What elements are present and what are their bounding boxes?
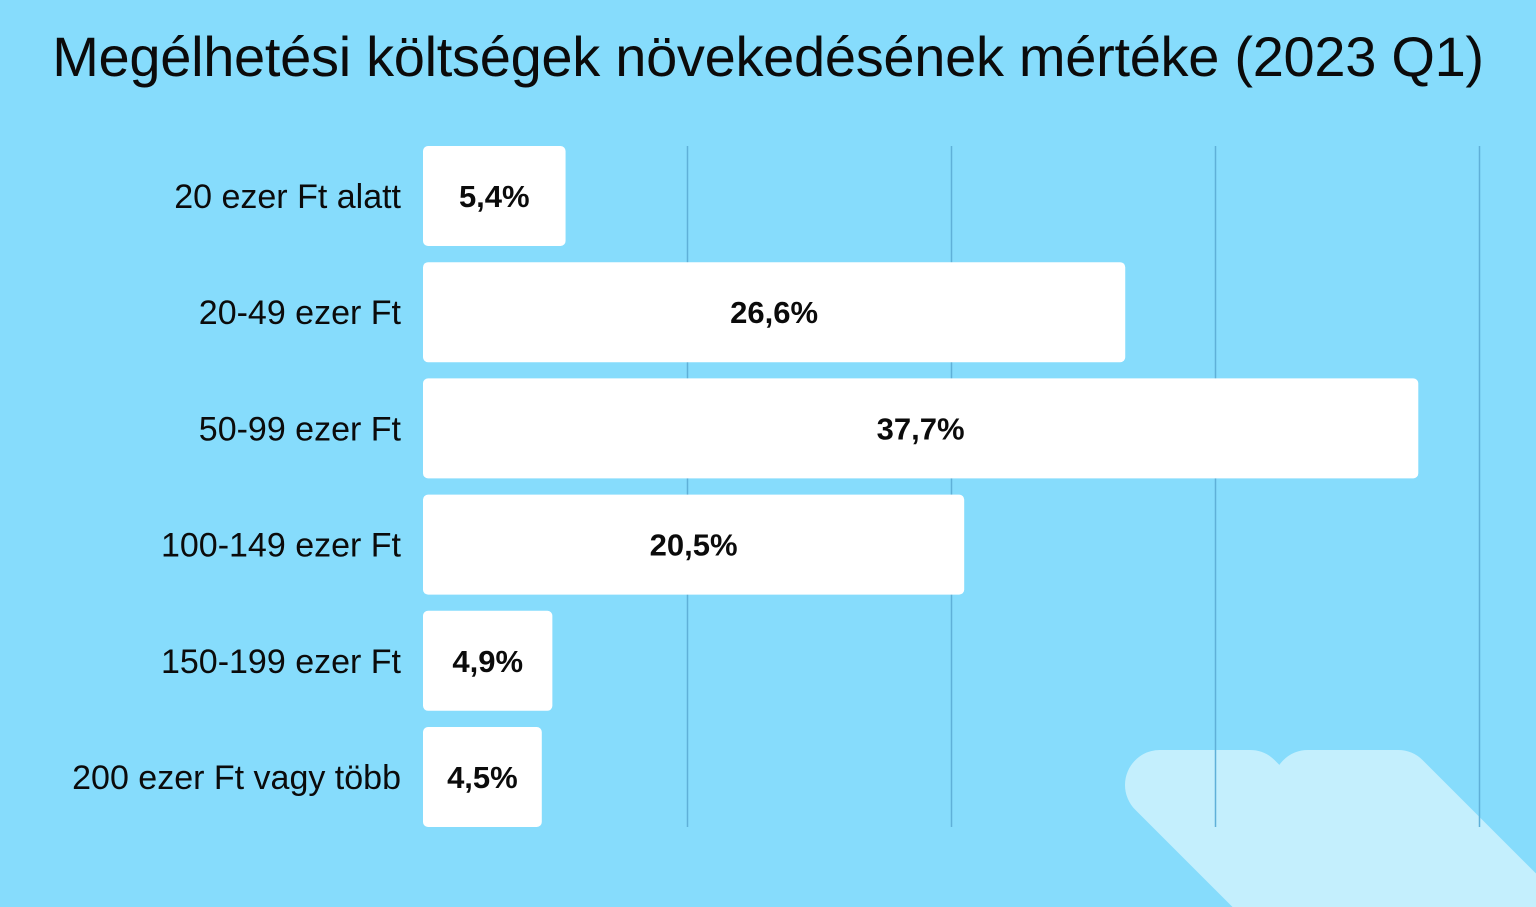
- bars: [423, 146, 1419, 827]
- bar-4: [423, 494, 965, 595]
- category-label-5: 150-199 ezer Ft: [161, 643, 402, 681]
- category-labels: 20 ezer Ft alatt 20-49 ezer Ft 50-99 ezer …: [72, 178, 401, 797]
- gridlines: [686, 146, 1481, 827]
- category-label-3: 50-99 ezer Ft: [199, 410, 402, 448]
- chevron-shape-1: [1125, 750, 1422, 907]
- bar-2: [423, 262, 1126, 363]
- double-chevron-right-icon: [1125, 750, 1536, 907]
- value-label-4: 20,5%: [650, 528, 738, 563]
- category-label-2: 20-49 ezer Ft: [199, 294, 402, 332]
- value-label-5: 4,9%: [452, 644, 523, 679]
- category-label-4: 100-149 ezer Ft: [161, 527, 402, 565]
- value-labels: 5,4% 26,6% 37,7% 20,5% 4,9% 4,5%: [447, 179, 965, 795]
- bar-6: [423, 727, 542, 827]
- bar-5: [423, 610, 553, 711]
- chevron-shape-2: [1273, 750, 1536, 907]
- chart-title: Megélhetési költségek növekedésének mért…: [52, 25, 1484, 88]
- bar-3: [423, 378, 1419, 479]
- bar-1: [423, 146, 566, 246]
- category-label-1: 20 ezer Ft alatt: [174, 178, 401, 216]
- category-label-6: 200 ezer Ft vagy több: [72, 759, 401, 797]
- value-label-3: 37,7%: [877, 411, 965, 446]
- value-label-2: 26,6%: [730, 295, 818, 330]
- value-label-1: 5,4%: [459, 179, 530, 214]
- value-label-6: 4,5%: [447, 760, 518, 795]
